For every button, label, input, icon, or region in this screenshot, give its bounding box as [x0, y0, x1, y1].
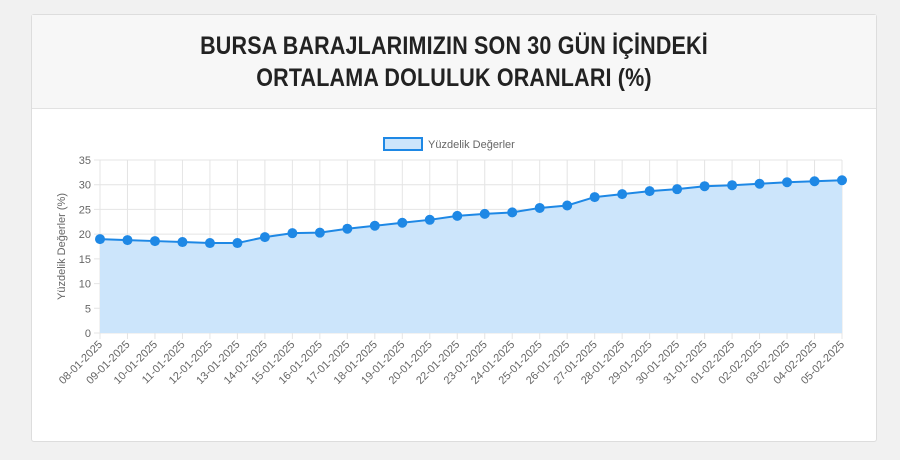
point	[699, 181, 710, 192]
point	[727, 180, 738, 191]
y-tick-label: 30	[79, 180, 91, 192]
point	[534, 202, 545, 213]
point	[177, 237, 188, 248]
y-tick-label: 25	[79, 204, 91, 216]
point	[617, 189, 628, 200]
point	[782, 177, 793, 188]
y-tick-label: 20	[79, 229, 91, 241]
y-tick-label: 10	[79, 279, 91, 291]
point	[809, 176, 820, 187]
header: BURSA BARAJLARIMIZIN SON 30 GÜN İÇİNDEKİ…	[32, 15, 876, 109]
legend-label: Yüzdelik Değerler	[428, 139, 515, 151]
point	[369, 220, 380, 231]
point	[232, 238, 243, 249]
y-tick-label: 5	[85, 303, 91, 315]
point	[507, 207, 518, 218]
legend-swatch	[383, 137, 423, 151]
point	[452, 210, 463, 221]
y-axis-label: Yüzdelik Değerler (%)	[56, 193, 68, 300]
point	[837, 175, 847, 186]
point	[562, 200, 573, 211]
area	[100, 180, 842, 333]
point	[589, 192, 600, 203]
point	[424, 214, 435, 225]
point	[259, 232, 270, 243]
point	[397, 217, 408, 228]
line	[99, 179, 843, 245]
point	[122, 235, 133, 246]
y-tick-label: 0	[85, 328, 91, 340]
chart-title: BURSA BARAJLARIMIZIN SON 30 GÜN İÇİNDEKİ…	[200, 31, 708, 92]
point	[287, 228, 298, 239]
point	[672, 184, 683, 195]
point	[644, 186, 655, 197]
y-tick-label: 15	[79, 254, 91, 266]
point	[204, 238, 215, 249]
point	[342, 223, 353, 234]
point	[479, 208, 490, 219]
point	[95, 234, 105, 245]
y-tick-label: 35	[79, 155, 91, 167]
point	[754, 178, 765, 189]
point	[314, 227, 325, 238]
point	[149, 236, 160, 247]
